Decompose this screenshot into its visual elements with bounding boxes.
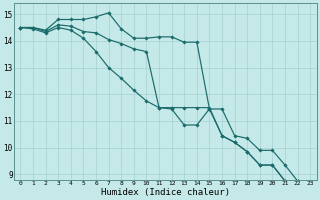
X-axis label: Humidex (Indice chaleur): Humidex (Indice chaleur) [101, 188, 230, 197]
